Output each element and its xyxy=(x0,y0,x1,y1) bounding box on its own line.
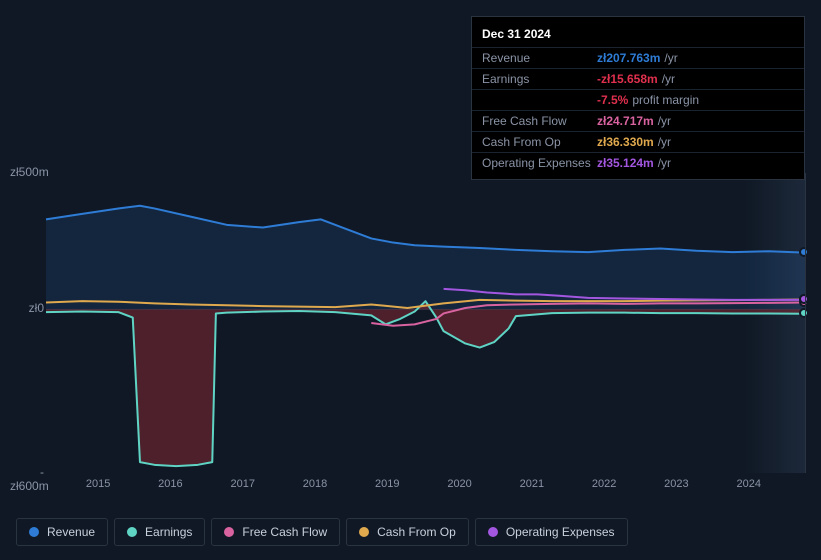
legend-label: Operating Expenses xyxy=(506,525,615,539)
tooltip-value: zł35.124m xyxy=(597,156,654,170)
plot-area xyxy=(46,173,805,473)
tooltip-label xyxy=(482,93,597,107)
x-axis-tick: 2024 xyxy=(736,478,760,490)
legend-swatch xyxy=(224,527,234,537)
tooltip-unit: profit margin xyxy=(632,93,699,107)
legend-label: Cash From Op xyxy=(377,525,456,539)
tooltip-value: zł24.717m xyxy=(597,114,654,128)
x-axis-tick: 2016 xyxy=(158,478,182,490)
tooltip-row: Earnings-zł15.658m/yr xyxy=(472,68,804,89)
financial-chart[interactable]: zł500mzł0-zł600m 20152016201720182019202… xyxy=(16,158,805,498)
tooltip-label: Free Cash Flow xyxy=(482,114,597,128)
tooltip-row: -7.5% profit margin xyxy=(472,89,804,110)
tooltip-label: Revenue xyxy=(482,51,597,65)
tooltip-value: zł36.330m xyxy=(597,135,654,149)
tooltip-row: Free Cash Flowzł24.717m/yr xyxy=(472,110,804,131)
tooltip-label: Earnings xyxy=(482,72,597,86)
legend-swatch xyxy=(488,527,498,537)
tooltip-unit: /yr xyxy=(658,156,671,170)
tooltip-value: zł207.763m xyxy=(597,51,660,65)
data-tooltip: Dec 31 2024 Revenuezł207.763m/yrEarnings… xyxy=(471,16,805,180)
x-axis-tick: 2017 xyxy=(230,478,254,490)
tooltip-label: Operating Expenses xyxy=(482,156,597,170)
legend-swatch xyxy=(127,527,137,537)
tooltip-unit: /yr xyxy=(664,51,677,65)
legend-item-earnings[interactable]: Earnings xyxy=(114,518,205,546)
y-axis-label: zł500m xyxy=(10,165,44,179)
legend-item-operating-expenses[interactable]: Operating Expenses xyxy=(475,518,628,546)
tooltip-unit: /yr xyxy=(658,114,671,128)
x-axis-tick: 2021 xyxy=(520,478,544,490)
hover-line xyxy=(805,173,806,473)
legend-item-cash-from-op[interactable]: Cash From Op xyxy=(346,518,469,546)
x-axis-tick: 2023 xyxy=(664,478,688,490)
legend-label: Free Cash Flow xyxy=(242,525,327,539)
x-axis-tick: 2020 xyxy=(447,478,471,490)
x-axis-tick: 2022 xyxy=(592,478,616,490)
tooltip-row: Revenuezł207.763m/yr xyxy=(472,47,804,68)
tooltip-row: Operating Expenseszł35.124m/yr xyxy=(472,152,804,173)
x-axis-tick: 2018 xyxy=(303,478,327,490)
tooltip-unit: /yr xyxy=(662,72,675,86)
x-axis-tick: 2019 xyxy=(375,478,399,490)
legend-item-revenue[interactable]: Revenue xyxy=(16,518,108,546)
legend-item-free-cash-flow[interactable]: Free Cash Flow xyxy=(211,518,340,546)
y-axis-label: -zł600m xyxy=(10,465,44,493)
tooltip-title: Dec 31 2024 xyxy=(472,23,804,47)
tooltip-label: Cash From Op xyxy=(482,135,597,149)
legend-swatch xyxy=(29,527,39,537)
legend-label: Earnings xyxy=(145,525,192,539)
chart-legend: Revenue Earnings Free Cash Flow Cash From O… xyxy=(16,518,628,546)
tooltip-row: Cash From Opzł36.330m/yr xyxy=(472,131,804,152)
tooltip-unit: /yr xyxy=(658,135,671,149)
legend-label: Revenue xyxy=(47,525,95,539)
y-axis-label: zł0 xyxy=(10,301,44,315)
tooltip-value: -7.5% xyxy=(597,93,628,107)
x-axis-tick: 2015 xyxy=(86,478,110,490)
legend-swatch xyxy=(359,527,369,537)
tooltip-value: -zł15.658m xyxy=(597,72,658,86)
